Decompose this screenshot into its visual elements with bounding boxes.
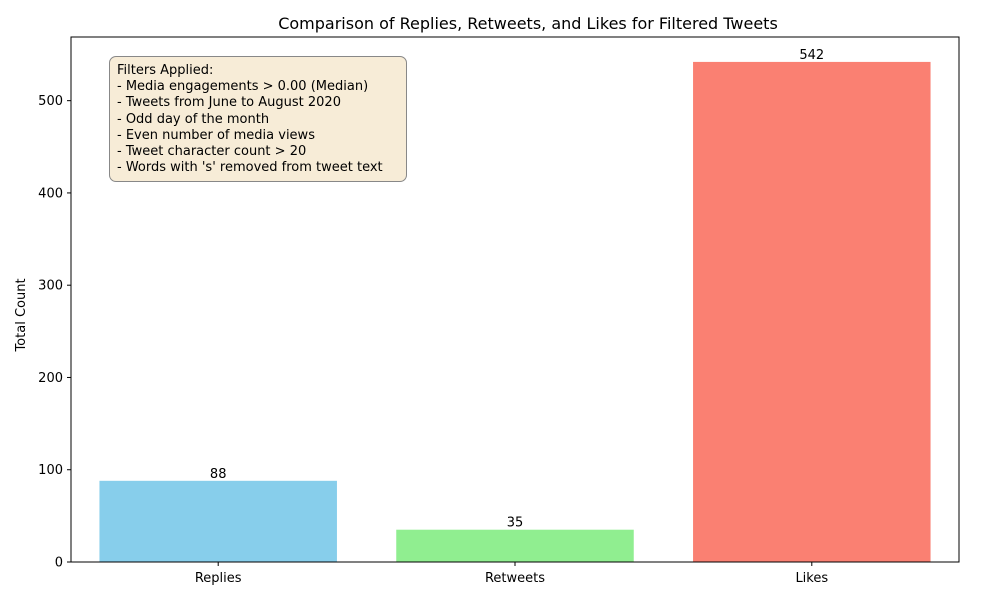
bar-replies <box>99 480 337 562</box>
bar-value-label: 542 <box>799 48 824 63</box>
bar-value-label: 35 <box>507 516 524 531</box>
x-tick-label: Likes <box>795 571 828 586</box>
y-tick-label: 100 <box>38 463 63 478</box>
x-tick-label: Replies <box>195 571 242 586</box>
plot-area-frame <box>70 36 960 563</box>
filters-annotation-box: Filters Applied: - Media engagements > 0… <box>109 56 407 182</box>
x-tick-label: Retweets <box>485 571 545 586</box>
y-tick-label: 200 <box>38 371 63 386</box>
bars-group <box>99 61 931 563</box>
filter-line: - Even number of media views <box>117 127 315 143</box>
y-axis-label: Total Count <box>14 278 29 352</box>
y-tick-label: 500 <box>38 94 63 109</box>
x-axis-ticks: Replies Retweets Likes <box>195 562 828 586</box>
chart-title: Comparison of Replies, Retweets, and Lik… <box>278 14 778 33</box>
bar-labels-group: 88 35 542 <box>210 48 824 531</box>
bar-retweets <box>396 529 634 562</box>
filter-line: - Odd day of the month <box>117 111 270 127</box>
y-tick-label: 0 <box>55 556 63 571</box>
y-tick-label: 400 <box>38 186 63 201</box>
y-tick-label: 300 <box>38 279 63 294</box>
filter-line: - Words with 's' removed from tweet text <box>117 160 383 176</box>
filter-line: Filters Applied: <box>117 63 214 78</box>
filter-line: - Media engagements > 0.00 (Median) <box>117 79 369 95</box>
bar-value-label: 88 <box>210 467 227 482</box>
filter-line: - Tweets from June to August 2020 <box>117 95 341 111</box>
y-axis-ticks: 0 100 200 300 400 500 <box>38 94 71 571</box>
filter-line: - Tweet character count > 20 <box>117 144 307 160</box>
bar-likes <box>693 61 931 563</box>
